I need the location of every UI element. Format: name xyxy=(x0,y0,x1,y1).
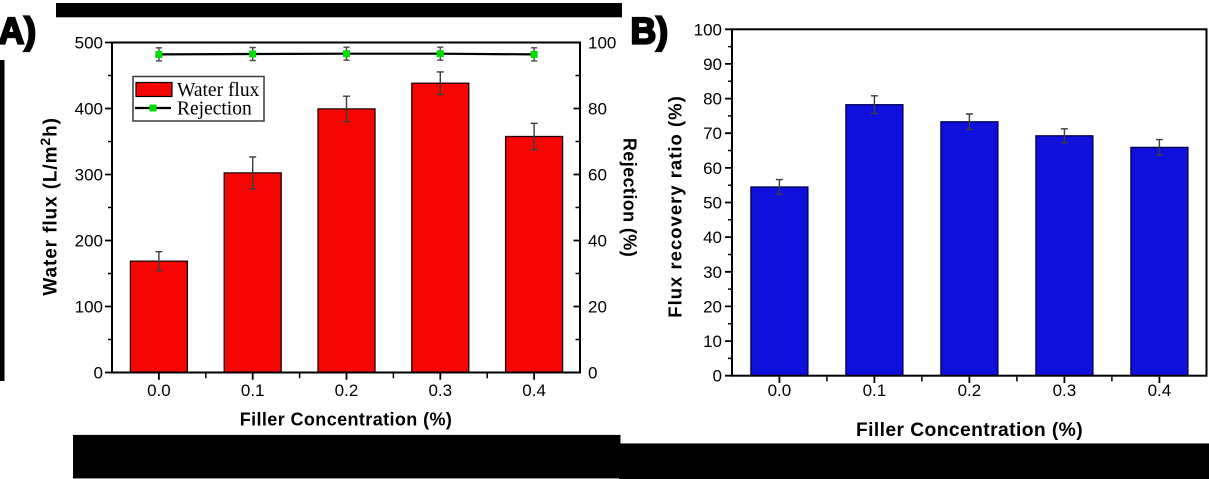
svg-text:0.1: 0.1 xyxy=(241,381,265,400)
svg-text:80: 80 xyxy=(703,90,722,109)
svg-text:0.0: 0.0 xyxy=(768,381,792,400)
svg-text:Water flux (L/m2h): Water flux (L/m2h) xyxy=(37,117,62,295)
svg-text:Flux recovery ratio (%): Flux recovery ratio (%) xyxy=(665,95,686,317)
svg-text:0.3: 0.3 xyxy=(428,381,452,400)
svg-text:90: 90 xyxy=(703,55,722,74)
svg-text:0.2: 0.2 xyxy=(958,381,982,400)
svg-text:Rejection (%): Rejection (%) xyxy=(620,138,640,257)
svg-text:100: 100 xyxy=(75,298,103,317)
svg-text:40: 40 xyxy=(588,232,607,251)
svg-text:Filler Concentration (%): Filler Concentration (%) xyxy=(856,420,1083,441)
svg-text:Water flux: Water flux xyxy=(177,80,260,101)
svg-text:70: 70 xyxy=(703,124,722,143)
svg-text:20: 20 xyxy=(703,297,722,316)
svg-text:0.1: 0.1 xyxy=(863,381,887,400)
svg-text:0.3: 0.3 xyxy=(1053,381,1077,400)
svg-text:20: 20 xyxy=(588,298,607,317)
svg-text:30: 30 xyxy=(703,263,722,282)
svg-text:500: 500 xyxy=(75,34,103,53)
svg-text:80: 80 xyxy=(588,100,607,119)
svg-text:0: 0 xyxy=(713,367,722,386)
svg-text:0.0: 0.0 xyxy=(147,381,171,400)
svg-text:0: 0 xyxy=(588,364,597,383)
svg-text:10: 10 xyxy=(703,332,722,351)
svg-text:Rejection: Rejection xyxy=(177,99,252,120)
svg-text:100: 100 xyxy=(588,34,616,53)
svg-text:B): B) xyxy=(631,10,669,52)
svg-text:200: 200 xyxy=(75,232,103,251)
svg-text:0.4: 0.4 xyxy=(1148,381,1172,400)
svg-text:60: 60 xyxy=(703,159,722,178)
svg-text:Filler Concentration (%): Filler Concentration (%) xyxy=(240,410,453,430)
svg-text:0.2: 0.2 xyxy=(335,381,359,400)
svg-text:40: 40 xyxy=(703,228,722,247)
svg-text:400: 400 xyxy=(75,100,103,119)
svg-text:100: 100 xyxy=(694,20,722,39)
svg-text:50: 50 xyxy=(703,194,722,213)
svg-text:0: 0 xyxy=(94,364,103,383)
svg-text:0.4: 0.4 xyxy=(522,381,546,400)
svg-text:A): A) xyxy=(0,10,36,52)
svg-text:300: 300 xyxy=(75,166,103,185)
svg-text:60: 60 xyxy=(588,166,607,185)
